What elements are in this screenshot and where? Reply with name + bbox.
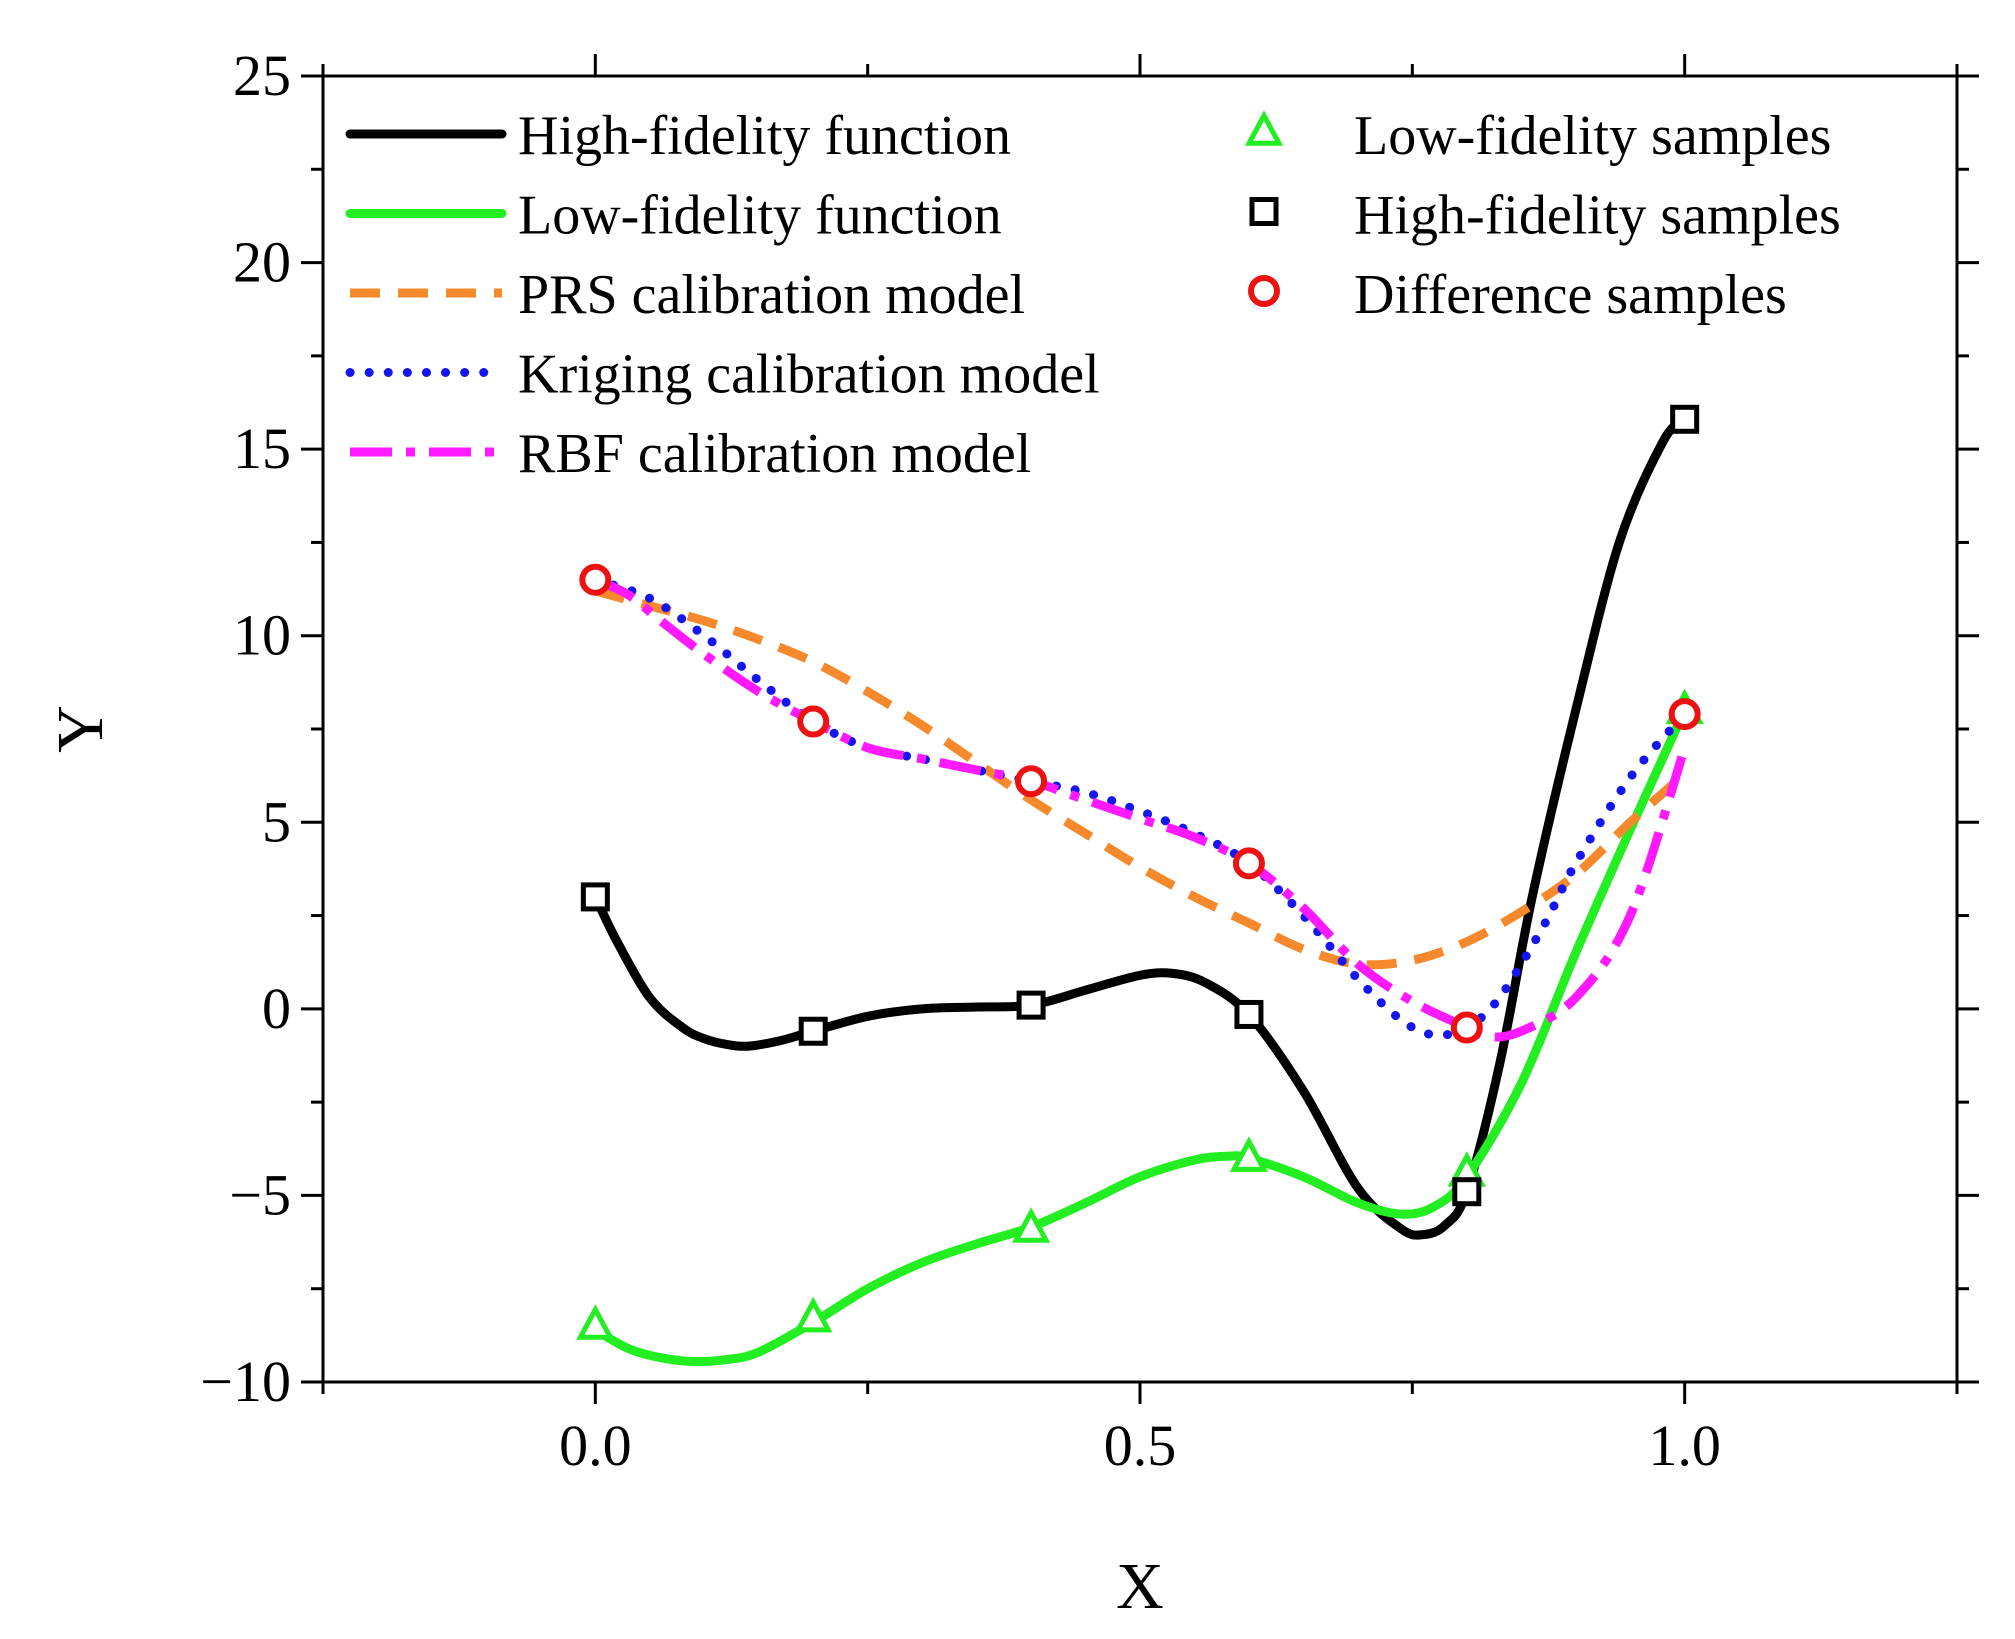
x-axis-label: X [1116,1550,1164,1623]
axis-layer: 0.0 0.5 1.0 −10 −5 0 5 10 15 20 25 [200,43,1979,1478]
y-axis-label: Y [44,705,117,753]
legend-label: High-fidelity samples [1354,185,1841,247]
point-low-fidelity-samples [1229,1136,1269,1172]
legend-entry-difference-samples: Difference samples [1248,264,1787,326]
y-tick-label: −10 [200,1349,291,1414]
legend-marker [1248,275,1280,307]
point-high-fidelity-samples [1016,990,1046,1020]
point-difference-samples [1015,765,1048,798]
point-difference-samples [1668,698,1701,731]
legend-marker [1249,197,1279,226]
point-difference-samples [1232,847,1265,880]
legend-label: Difference samples [1354,264,1787,326]
legend-label: High-fidelity function [518,105,1011,167]
y-tick-label: 5 [262,789,291,854]
y-tick-label: 15 [233,416,291,481]
point-low-fidelity-samples [794,1296,833,1333]
legend-entry-high-fidelity-function: High-fidelity function [345,105,1011,167]
legend-label: Low-fidelity function [518,185,1002,247]
series-line-low-fidelity-function [590,705,1690,1367]
legend-entry-high-fidelity-samples: High-fidelity samples [1249,185,1841,247]
legend-label: RBF calibration model [518,423,1031,485]
legend: High-fidelity function Low-fidelity funct… [345,105,1841,485]
x-tick-label: 0.0 [559,1413,632,1478]
y-tick-label: 25 [233,43,291,108]
series-layer [590,414,1690,1367]
legend-label: PRS calibration model [518,264,1025,326]
legend-label: Low-fidelity samples [1354,105,1831,167]
point-difference-samples [1450,1011,1483,1044]
marker-layer [576,404,1704,1340]
series-line-prs-calibration-model [594,586,1688,970]
point-difference-samples [797,705,830,738]
point-high-fidelity-samples [798,1016,828,1046]
point-low-fidelity-samples [576,1304,615,1340]
legend-label: Kriging calibration model [518,344,1100,406]
point-high-fidelity-samples [1670,404,1700,434]
legend-entry-low-fidelity-samples: Low-fidelity samples [1244,105,1831,167]
legend-entry-rbf-calibration-model: RBF calibration model [350,423,1031,485]
legend-entry-prs-calibration-model: PRS calibration model [350,264,1025,326]
point-high-fidelity-samples [1452,1177,1482,1207]
point-difference-samples [579,563,612,596]
legend-marker [1244,110,1284,146]
y-tick-label: 0 [262,976,291,1041]
x-tick-label: 1.0 [1648,1413,1721,1478]
series-line-high-fidelity-function [590,414,1690,1240]
point-high-fidelity-samples [580,882,610,912]
point-low-fidelity-samples [1011,1207,1051,1243]
legend-entry-kriging-calibration-model: Kriging calibration model [345,344,1100,406]
legend-entry-low-fidelity-function: Low-fidelity function [345,185,1002,247]
x-tick-label: 0.5 [1104,1413,1177,1478]
point-high-fidelity-samples [1234,999,1264,1029]
series-line-rbf-calibration-model [593,575,1689,1042]
y-tick-label: 10 [233,603,291,668]
y-tick-label: 20 [233,230,291,295]
series-line-kriging-calibration-model [590,575,1690,1040]
y-tick-label: −5 [229,1162,291,1227]
